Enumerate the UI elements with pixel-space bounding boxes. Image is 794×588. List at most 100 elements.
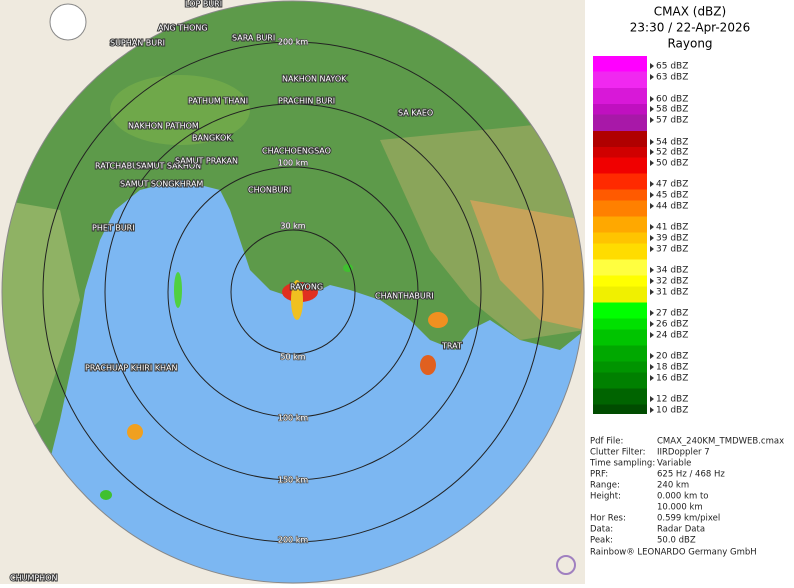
info-label: Height: xyxy=(590,492,621,502)
scale-tick xyxy=(650,353,654,359)
scale-label: 47 dBZ xyxy=(656,180,688,190)
scale-band xyxy=(593,147,647,158)
scale-label: 45 dBZ xyxy=(656,191,688,201)
info-value: 0.599 km/pixel xyxy=(657,514,720,524)
place-label: ANG THONG xyxy=(158,24,208,33)
ring-label: 200 km xyxy=(278,536,308,545)
scale-label: 58 dBZ xyxy=(656,105,688,115)
scale-label: 60 dBZ xyxy=(656,95,688,105)
place-label: PRACHIN BURI xyxy=(278,97,335,106)
scale-label: 52 dBZ xyxy=(656,148,688,158)
info-label: Clutter Filter: xyxy=(590,448,646,458)
scale-band xyxy=(593,275,647,287)
scale-tick xyxy=(650,246,654,252)
place-label: CHONBURI xyxy=(248,186,291,195)
scale-label: 31 dBZ xyxy=(656,288,688,298)
scale-band xyxy=(593,345,647,362)
scale-tick xyxy=(650,375,654,381)
scale-tick xyxy=(650,224,654,230)
scale-band xyxy=(593,114,647,131)
scale-tick xyxy=(650,106,654,112)
scale-band xyxy=(593,216,647,233)
vendor-logo xyxy=(556,555,576,575)
scale-tick xyxy=(650,235,654,241)
info-value: Radar Data xyxy=(657,525,705,535)
legend-site: Rayong xyxy=(667,37,712,51)
scale-band xyxy=(593,329,647,346)
scale-label: 10 dBZ xyxy=(656,406,688,416)
place-label: PATHUM THANI xyxy=(188,97,248,106)
scale-label: 16 dBZ xyxy=(656,374,688,384)
ring-label: 30 km xyxy=(280,222,305,231)
info-label: Data: xyxy=(590,525,613,535)
place-label: NAKHON NAYOK xyxy=(282,75,347,84)
info-value: 0.000 km to xyxy=(657,492,708,502)
place-label: CHUMPHON xyxy=(10,574,57,583)
scale-label: 65 dBZ xyxy=(656,62,688,72)
scale-label: 27 dBZ xyxy=(656,309,688,319)
scale-label: 20 dBZ xyxy=(656,352,688,362)
place-label: NAKHON PATHOM xyxy=(128,122,199,131)
scale-band xyxy=(593,388,647,405)
scale-tick xyxy=(650,149,654,155)
scale-tick xyxy=(650,117,654,123)
place-label: SAMUT SONGKHRAM xyxy=(120,180,203,189)
place-label: RATCHABURI xyxy=(95,162,146,171)
info-value: Variable xyxy=(657,459,691,469)
scale-tick xyxy=(650,74,654,80)
scale-band xyxy=(593,173,647,190)
scale-tick xyxy=(650,289,654,295)
scale-band xyxy=(593,88,647,104)
scale-label: 12 dBZ xyxy=(656,395,688,405)
scale-label: 57 dBZ xyxy=(656,116,688,126)
scale-label: 18 dBZ xyxy=(656,363,688,373)
info-label: PRF: xyxy=(590,470,608,480)
scale-label: 39 dBZ xyxy=(656,234,688,244)
scale-band xyxy=(593,131,647,147)
scale-band xyxy=(593,71,647,88)
info-value: 240 km xyxy=(657,481,689,491)
range-rings xyxy=(1,0,585,584)
scale-tick xyxy=(650,63,654,69)
place-label: PHET BURI xyxy=(92,224,135,233)
scale-band xyxy=(593,259,647,276)
info-label: Pdf File: xyxy=(590,437,623,447)
scale-band xyxy=(593,200,647,217)
ring-label: 50 km xyxy=(280,353,305,362)
scale-label: 50 dBZ xyxy=(656,159,688,169)
scale-tick xyxy=(650,332,654,338)
place-label: TRAT xyxy=(441,342,462,351)
scale-label: 34 dBZ xyxy=(656,266,688,276)
place-label: SUPHAN BURI xyxy=(110,39,165,48)
scale-band xyxy=(593,56,647,72)
scale-tick xyxy=(650,96,654,102)
scale-tick xyxy=(650,192,654,198)
scale-band xyxy=(593,372,647,389)
scale-tick xyxy=(650,267,654,273)
scale-band xyxy=(593,232,647,244)
scale-label: 44 dBZ xyxy=(656,202,688,212)
place-label: CHACHOENGSAO xyxy=(262,147,331,156)
info-value: 50.0 dBZ xyxy=(657,536,696,546)
info-value: CMAX_240KM_TMDWEB.cmax xyxy=(657,437,784,447)
scale-band xyxy=(593,286,647,303)
place-label: SA KAEO xyxy=(398,109,433,118)
scale-tick xyxy=(650,364,654,370)
scale-band xyxy=(593,404,647,414)
scale-band xyxy=(593,104,647,115)
footer: Rainbow® LEONARDO Germany GmbH xyxy=(590,548,757,558)
place-label: RAYONG xyxy=(290,283,323,292)
scale-label: 24 dBZ xyxy=(656,331,688,341)
scale-label: 26 dBZ xyxy=(656,320,688,330)
scale-tick xyxy=(650,203,654,209)
scale-label: 32 dBZ xyxy=(656,277,688,287)
ring-label: 200 km xyxy=(278,38,308,47)
legend-time: 23:30 / 22-Apr-2026 xyxy=(630,21,750,35)
scale-tick xyxy=(650,181,654,187)
info-label: Time sampling: xyxy=(589,459,655,469)
radar-coverage xyxy=(2,1,584,583)
scale-tick xyxy=(650,321,654,327)
info-value: IIRDoppler 7 xyxy=(657,448,710,458)
info-label: Hor Res: xyxy=(590,514,626,524)
